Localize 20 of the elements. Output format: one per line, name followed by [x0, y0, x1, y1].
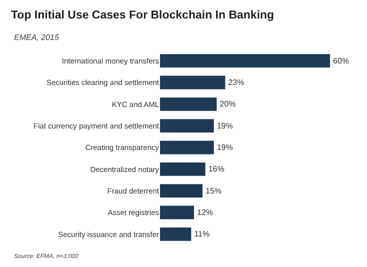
bar [160, 97, 217, 111]
bar [160, 206, 194, 220]
data-label: 19% [216, 143, 233, 152]
data-label: 11% [194, 230, 210, 239]
data-label: 60% [333, 56, 350, 66]
data-label: 16% [208, 164, 224, 174]
data-label: 15% [206, 186, 222, 196]
chart-title: Top Initial Use Cases For Blockchain In Banking [11, 10, 274, 22]
data-label: 23% [228, 78, 244, 87]
bar [160, 76, 226, 90]
bar [160, 54, 330, 68]
bar [160, 140, 214, 154]
data-label: 12% [197, 208, 214, 217]
text: EMEA, 2015 [14, 33, 60, 42]
data-label: 19% [216, 121, 233, 130]
bar [160, 184, 203, 198]
data-label: 20% [220, 100, 236, 109]
bar [160, 162, 206, 176]
bar [160, 119, 214, 133]
bar [160, 227, 192, 241]
